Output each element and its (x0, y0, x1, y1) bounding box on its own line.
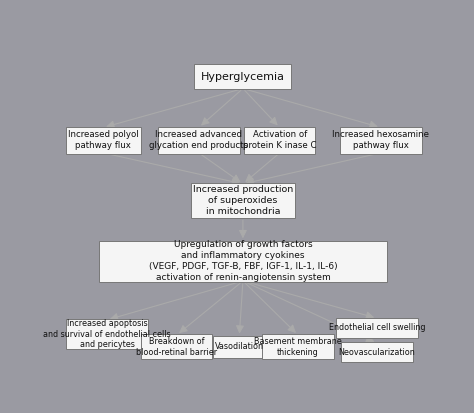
FancyBboxPatch shape (66, 127, 141, 154)
Text: Neovascularization: Neovascularization (338, 348, 415, 357)
Text: Vasodilation: Vasodilation (215, 342, 264, 351)
Text: Activation of
protein K inase C: Activation of protein K inase C (243, 131, 317, 150)
Text: Increased apoptosis
and survival of endothelial cells
and pericytes: Increased apoptosis and survival of endo… (43, 319, 171, 349)
FancyBboxPatch shape (141, 335, 212, 359)
FancyBboxPatch shape (158, 127, 240, 154)
FancyBboxPatch shape (339, 127, 422, 154)
Text: Upregulation of growth factors
and inflammatory cyokines
(VEGF, PDGF, TGF-B, FBF: Upregulation of growth factors and infla… (149, 240, 337, 282)
Text: Hyperglycemia: Hyperglycemia (201, 71, 285, 82)
FancyBboxPatch shape (263, 335, 334, 359)
FancyBboxPatch shape (336, 318, 418, 338)
Text: Increased production
of superoxides
in mitochondria: Increased production of superoxides in m… (193, 185, 293, 216)
Text: Basement membrane
thickening: Basement membrane thickening (254, 337, 342, 357)
FancyBboxPatch shape (191, 183, 295, 218)
Text: Increased polyol
pathway flux: Increased polyol pathway flux (68, 131, 138, 150)
FancyBboxPatch shape (99, 240, 387, 282)
FancyBboxPatch shape (66, 319, 148, 349)
FancyBboxPatch shape (213, 336, 266, 358)
Text: Endothelial cell swelling: Endothelial cell swelling (329, 323, 425, 332)
Text: Increased advanced
glycation end products: Increased advanced glycation end product… (149, 131, 248, 150)
Text: Breakdown of
blood-retinal barrier: Breakdown of blood-retinal barrier (136, 337, 218, 357)
Text: Increased hexosamine
pathway flux: Increased hexosamine pathway flux (332, 131, 429, 150)
FancyBboxPatch shape (194, 64, 292, 89)
FancyBboxPatch shape (341, 342, 413, 362)
FancyBboxPatch shape (244, 127, 315, 154)
